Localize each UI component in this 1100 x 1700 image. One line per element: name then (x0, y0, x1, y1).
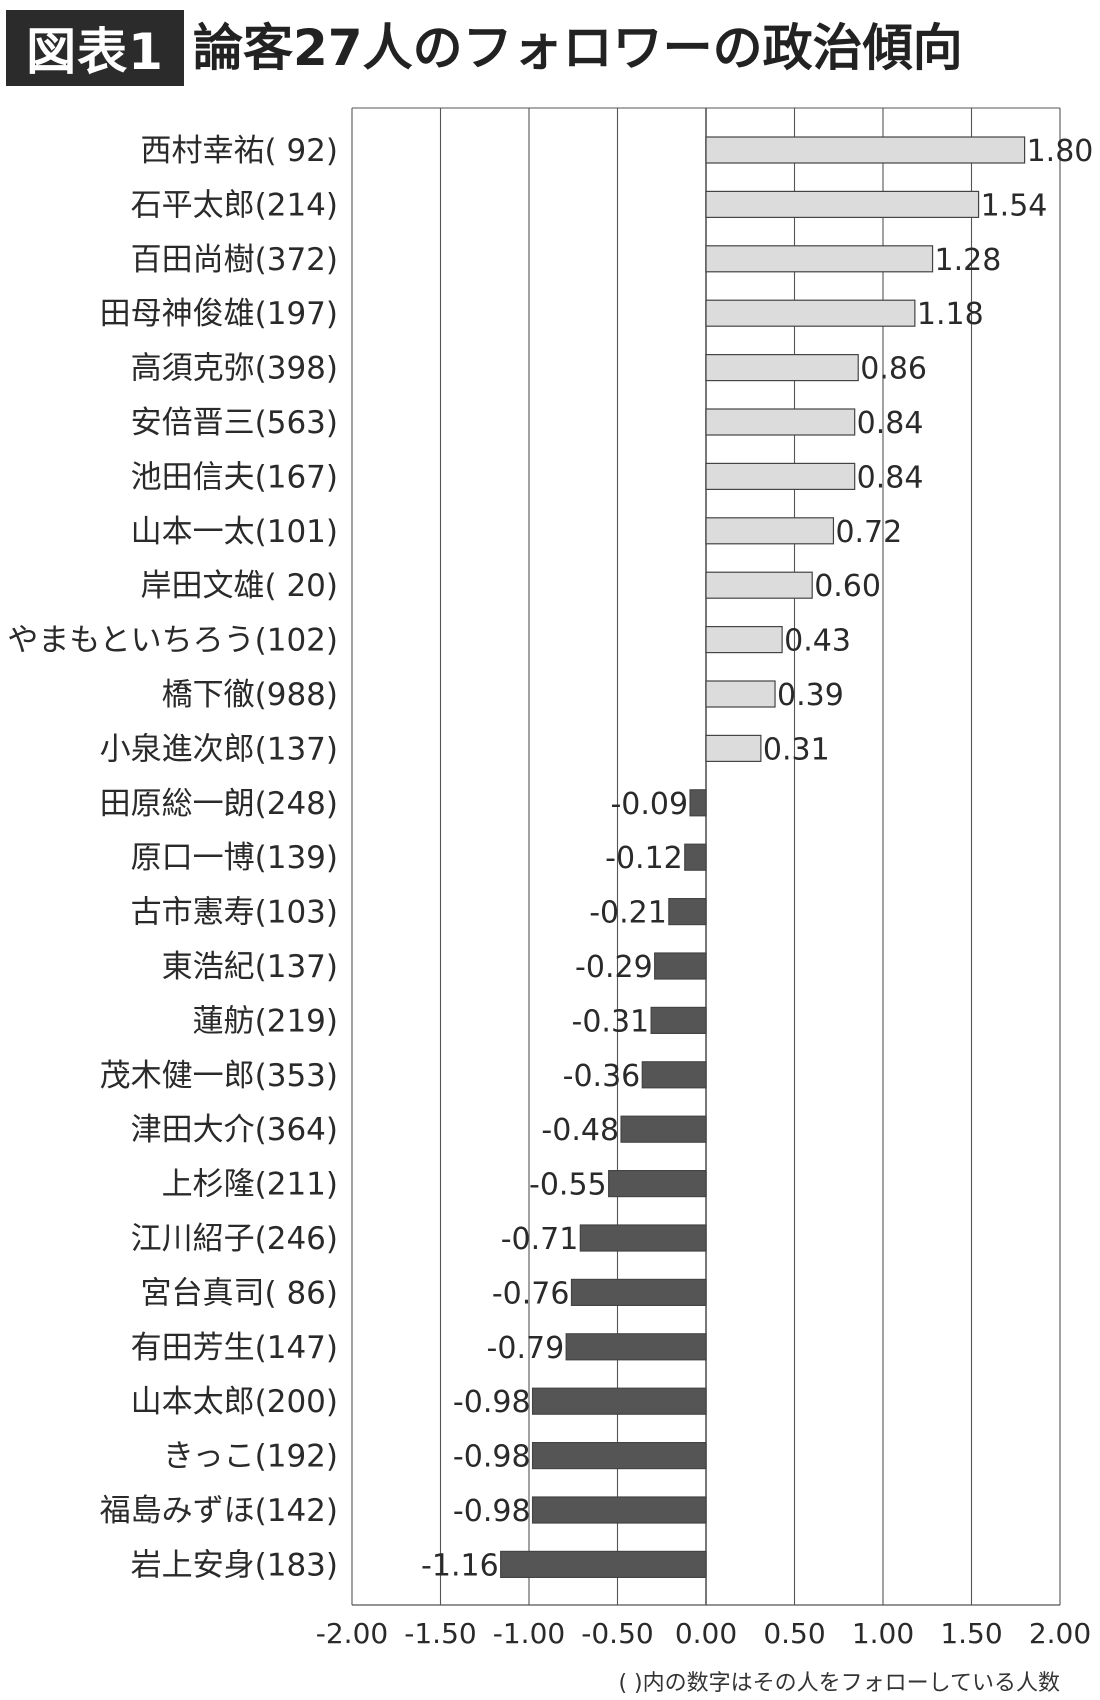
value-label: -0.79 (487, 1331, 565, 1366)
bar (705, 136, 1026, 164)
value-label: -0.21 (589, 896, 667, 931)
category-label: 山本一太(101) (131, 514, 338, 550)
value-label: -0.98 (453, 1440, 531, 1475)
bar (705, 190, 980, 218)
value-label: -0.12 (605, 841, 683, 876)
bar (705, 625, 783, 654)
value-label: -0.29 (575, 950, 653, 985)
x-axis-ticks: -2.00 -1.50 -1.00 -0.50 0.00 0.50 1.00 1.50 2.00 (316, 1617, 1091, 1650)
value-label: 1.80 (1027, 134, 1094, 169)
category-label: 古市憲寿(103) (131, 895, 338, 931)
value-label: 0.43 (784, 624, 851, 659)
bar (705, 571, 813, 599)
value-label: -0.55 (529, 1168, 607, 1203)
value-label: -0.31 (572, 1004, 650, 1039)
category-label: 原口一博(139) (131, 840, 338, 876)
value-label: -0.98 (453, 1385, 531, 1420)
value-label: -0.48 (541, 1113, 619, 1148)
bar (641, 1061, 707, 1089)
value-label: -0.71 (501, 1222, 579, 1257)
bar (531, 1496, 707, 1524)
value-label: -0.09 (610, 787, 688, 822)
category-label: やまもといちろう(102) (7, 623, 338, 659)
x-tick-label: -0.50 (581, 1617, 653, 1650)
value-label: -0.76 (492, 1276, 570, 1311)
x-tick-label: 0.00 (675, 1617, 737, 1650)
footnote: ( )内の数字はその人をフォローしている人数 (618, 1671, 1060, 1696)
category-label: 茂木健一郎(353) (100, 1058, 338, 1094)
figure-number-badge: 図表1 (6, 10, 184, 86)
value-label: 0.39 (777, 678, 844, 713)
x-tick-label: 1.00 (852, 1617, 914, 1650)
bar (705, 517, 835, 545)
value-label: 0.86 (860, 352, 927, 387)
bar (705, 734, 762, 763)
value-label: 1.54 (981, 188, 1048, 223)
category-label: 上杉隆(211) (162, 1167, 338, 1203)
bar (531, 1387, 707, 1415)
x-tick-label: 0.50 (763, 1617, 825, 1650)
bar (565, 1333, 707, 1361)
bar (705, 462, 856, 490)
bar (689, 789, 707, 817)
bar (705, 354, 859, 382)
category-label: 百田尚樹(372) (131, 242, 338, 278)
x-tick-label: 1.50 (940, 1617, 1002, 1650)
bar (620, 1115, 707, 1143)
category-label: 池田信夫(167) (131, 459, 338, 495)
category-label: 小泉進次郎(137) (100, 731, 338, 767)
bar (531, 1441, 707, 1470)
category-label: 江川紹子(246) (131, 1221, 338, 1257)
bar (668, 897, 707, 926)
bar (654, 952, 707, 980)
category-label: 宮台真司( 86) (141, 1275, 339, 1311)
bar (684, 843, 707, 871)
category-label: きっこ(192) (163, 1439, 338, 1475)
category-label: 西村幸祐( 92) (141, 133, 339, 169)
value-label: 1.28 (935, 243, 1002, 278)
value-label: -0.98 (453, 1494, 531, 1529)
category-label: 岩上安身(183) (131, 1547, 338, 1583)
bar (650, 1006, 707, 1035)
category-label: 岸田文雄( 20) (141, 568, 339, 604)
bar (570, 1278, 707, 1307)
bar (705, 245, 934, 273)
value-label: 0.72 (835, 515, 902, 550)
category-label: 田母神俊雄(197) (100, 296, 338, 332)
category-label: 福島みずほ(142) (100, 1493, 338, 1529)
x-tick-label: -1.00 (493, 1617, 565, 1650)
bar (705, 680, 776, 708)
value-label: -1.16 (421, 1548, 499, 1583)
category-label: 東浩紀(137) (162, 949, 338, 985)
bar (579, 1224, 707, 1252)
category-label: 山本太郎(200) (131, 1384, 338, 1420)
value-label: 0.31 (763, 732, 830, 767)
category-label: 安倍晋三(563) (131, 405, 338, 441)
category-labels: 西村幸祐( 92) 石平太郎(214) 百田尚樹(372) 田母神俊雄(197) 高須克… (7, 133, 338, 1583)
value-label: 0.60 (814, 569, 881, 604)
x-tick-label: 2.00 (1029, 1617, 1091, 1650)
chart-title: 論客27人のフォロワーの政治傾向 (193, 19, 963, 77)
value-label: 1.18 (917, 297, 984, 332)
bar (500, 1550, 707, 1579)
category-label: 田原総一朗(248) (100, 786, 338, 822)
bar (705, 299, 916, 327)
value-labels: 1.80 1.54 1.28 1.18 0.86 0.84 0.84 0.72 0.60 0.43… (421, 134, 1093, 1583)
category-label: 橋下徹(988) (162, 677, 338, 713)
category-label: 高須克弥(398) (131, 351, 338, 387)
x-tick-label: -1.50 (404, 1617, 476, 1650)
value-label: -0.36 (563, 1059, 641, 1094)
x-tick-label: -2.00 (316, 1617, 388, 1650)
bar (608, 1169, 707, 1198)
value-label: 0.84 (857, 460, 924, 495)
category-label: 石平太郎(214) (131, 187, 338, 223)
value-label: 0.84 (857, 406, 924, 441)
category-label: 蓮舫(219) (193, 1003, 338, 1039)
bar (705, 408, 856, 436)
category-label: 有田芳生(147) (131, 1330, 338, 1366)
bars (500, 136, 1026, 1579)
category-label: 津田大介(364) (131, 1112, 338, 1148)
